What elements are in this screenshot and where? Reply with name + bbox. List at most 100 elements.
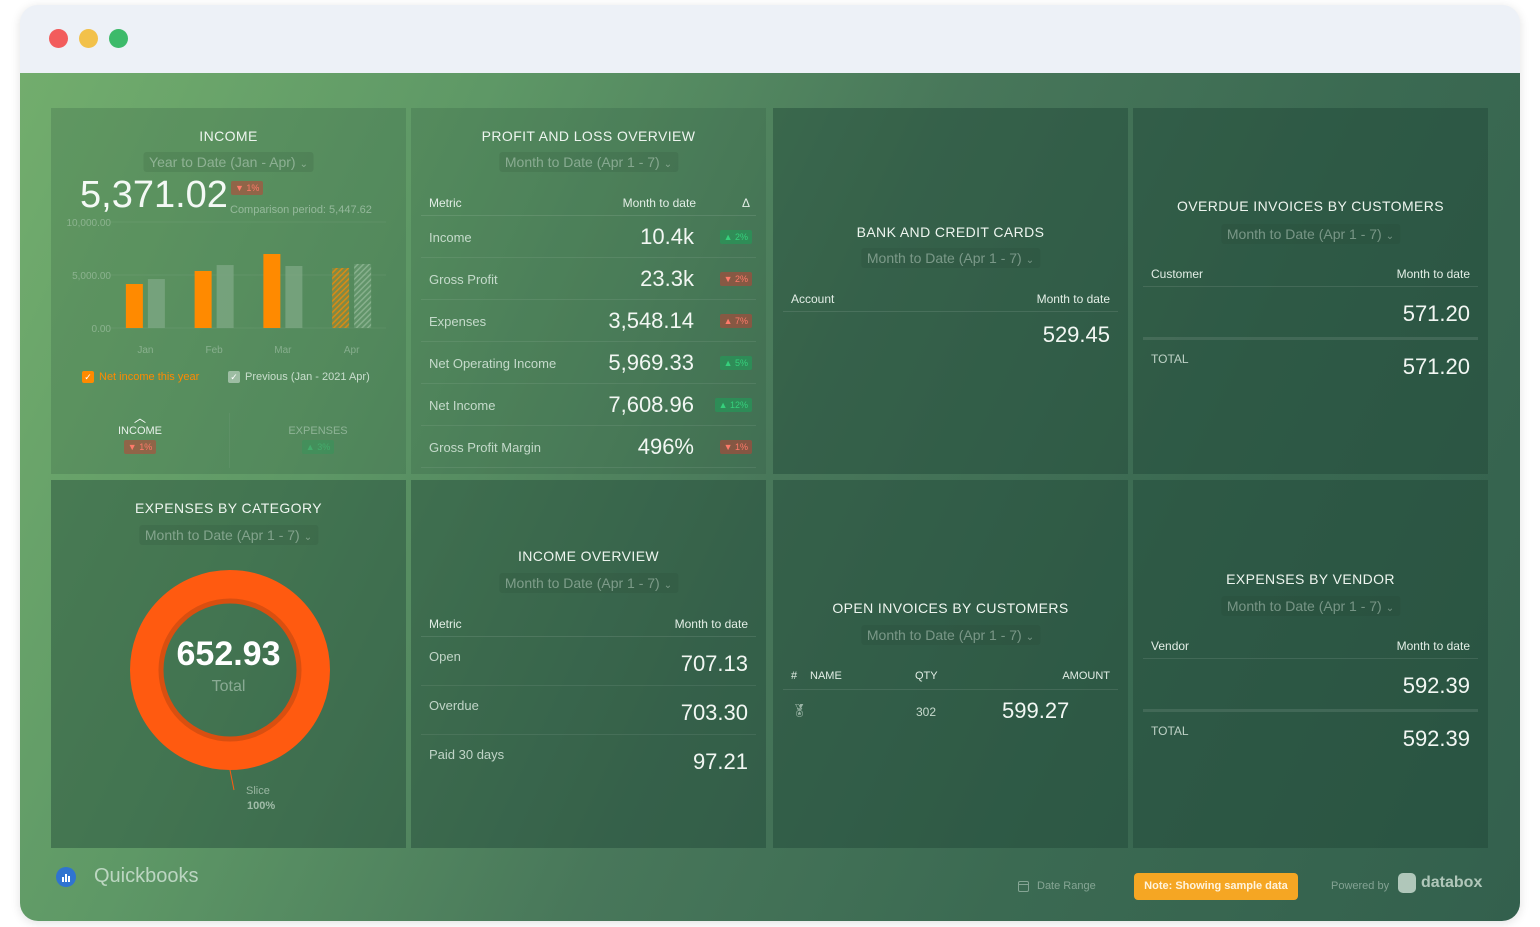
powered-by-label: Powered by: [1331, 880, 1390, 892]
donut-slice[interactable]: [130, 570, 330, 770]
quickbooks-icon: [56, 866, 76, 887]
legend-previous[interactable]: ✓ Previous (Jan - 2021 Apr): [228, 371, 370, 383]
income-bar-chart: 0.00 5,000.00 10,000.00 Jan Feb Mar Apr: [67, 218, 386, 356]
date-range-label: Month to Date (Apr 1 - 7): [866, 250, 1022, 266]
legend-previous-label: Previous (Jan - 2021 Apr): [245, 371, 370, 383]
x-tick-label: Mar: [274, 345, 292, 356]
income-title: INCOME: [199, 128, 258, 144]
income-overview-panel[interactable]: INCOME OVERVIEW Month to Date (Apr 1 - 7…: [411, 480, 766, 848]
bank-cards-panel[interactable]: BANK AND CREDIT CARDS Month to Date (Apr…: [773, 108, 1128, 474]
expenses-vendor-panel[interactable]: EXPENSES BY VENDOR Month to Date (Apr 1 …: [1133, 480, 1488, 848]
metric-label: Expenses: [429, 314, 487, 329]
col-name: NAME: [810, 670, 842, 682]
table-row[interactable]: Open 707.13: [421, 637, 756, 686]
comparison-text: Comparison period: 5,447.62: [230, 204, 372, 216]
table-row[interactable]: Expenses 3,548.14 ▲ 7%: [421, 300, 756, 342]
tab-expenses[interactable]: EXPENSES ▲ 3%: [229, 413, 406, 468]
bank-date-dropdown[interactable]: Month to Date (Apr 1 - 7) ⌄: [860, 248, 1041, 268]
col-month-to-date: Month to date: [1036, 292, 1110, 306]
date-range-label: Month to Date (Apr 1 - 7): [1226, 226, 1382, 242]
legend-current[interactable]: ✓ Net income this year: [82, 371, 199, 383]
income-panel[interactable]: INCOME Year to Date (Jan - Apr) ⌄ 5,371.0…: [51, 108, 406, 474]
chevron-down-icon: ⌄: [1385, 231, 1395, 242]
close-window-button[interactable]: [49, 29, 68, 48]
maximize-window-button[interactable]: [109, 29, 128, 48]
bar-previous-mar[interactable]: [285, 265, 303, 328]
expenses-donut-chart: [130, 570, 330, 791]
income-overview-title: INCOME OVERVIEW: [517, 548, 660, 564]
date-range-label: Month to Date (Apr 1 - 7): [866, 627, 1022, 643]
table-row[interactable]: Overdue 703.30: [421, 686, 756, 735]
date-range-label: Month to Date (Apr 1 - 7): [504, 154, 660, 170]
income-date-dropdown[interactable]: Year to Date (Jan - Apr) ⌄: [143, 152, 314, 172]
expenses-category-date-dropdown[interactable]: Month to Date (Apr 1 - 7) ⌄: [138, 525, 319, 545]
profit-loss-panel[interactable]: PROFIT AND LOSS OVERVIEW Month to Date (…: [411, 108, 766, 474]
expenses-category-panel[interactable]: EXPENSES BY CATEGORY Month to Date (Apr …: [51, 480, 406, 848]
bar-previous-feb[interactable]: [216, 265, 234, 328]
legend-current-label: Net income this year: [99, 371, 200, 383]
overdue-date-dropdown[interactable]: Month to Date (Apr 1 - 7) ⌄: [1220, 224, 1401, 244]
chevron-down-icon: ⌄: [663, 580, 673, 591]
col-metric: Metric: [429, 196, 462, 210]
bar-previous-jan[interactable]: [147, 279, 165, 328]
table-row[interactable]: 529.45: [783, 314, 1118, 358]
open-invoices-date-dropdown[interactable]: Month to Date (Apr 1 - 7) ⌄: [860, 625, 1041, 645]
table-row[interactable]: Paid 30 days 97.21: [421, 735, 756, 784]
table-row[interactable]: Net Operating Income 5,969.33 ▲ 5%: [421, 342, 756, 384]
bar-current-mar[interactable]: [263, 254, 281, 328]
table-row[interactable]: Income 10.4k ▲ 2%: [421, 216, 756, 258]
bar-current-apr[interactable]: [332, 268, 350, 328]
open-invoices-panel[interactable]: OPEN INVOICES BY CUSTOMERS Month to Date…: [773, 480, 1128, 848]
change-badge: ▼ 1%: [719, 440, 752, 454]
tab-income[interactable]: ︿ INCOME ▼ 1%: [51, 412, 229, 468]
slice-label: Slice: [246, 785, 270, 797]
tab-expenses-change: ▲ 3%: [301, 440, 335, 454]
databox-logo-link[interactable]: databox: [1398, 873, 1482, 893]
expenses-category-title: EXPENSES BY CATEGORY: [135, 500, 322, 516]
bar-current-feb[interactable]: [194, 270, 212, 328]
total-divider: [1143, 709, 1478, 712]
total-value: 571.20: [1402, 354, 1470, 379]
change-badge: ▼ 2%: [719, 272, 752, 286]
total-divider: [1143, 337, 1478, 340]
overdue-invoices-panel[interactable]: OVERDUE INVOICES BY CUSTOMERS Month to D…: [1133, 108, 1488, 474]
metric-value: 10.4k: [640, 224, 694, 249]
col-metric: Metric: [429, 617, 462, 631]
total-label: TOTAL: [1151, 352, 1189, 366]
browser-window: INCOME Year to Date (Jan - Apr) ⌄ 5,371.0…: [20, 5, 1520, 921]
col-month-to-date: Month to date: [1396, 639, 1470, 653]
chevron-down-icon: ⌄: [1385, 603, 1395, 614]
table-row[interactable]: 592.39: [1143, 661, 1478, 707]
metric-value: 97.21: [692, 749, 748, 774]
expenses-vendor-date-dropdown[interactable]: Month to Date (Apr 1 - 7) ⌄: [1220, 596, 1401, 616]
date-range-label: Year to Date (Jan - Apr): [149, 154, 296, 170]
table-row[interactable]: 🏅︎ 302 599.27: [783, 692, 1118, 732]
title-bar: [20, 5, 1520, 73]
metric-value: 3,548.14: [608, 308, 694, 333]
metric-value: 5,969.33: [608, 350, 694, 375]
account-value: 529.45: [1042, 322, 1110, 347]
table-row[interactable]: Net Income 7,608.96 ▲ 12%: [421, 384, 756, 426]
table-row[interactable]: Gross Profit Margin 496% ▼ 1%: [421, 426, 756, 468]
income-overview-date-dropdown[interactable]: Month to Date (Apr 1 - 7) ⌄: [498, 573, 679, 593]
pnl-date-dropdown[interactable]: Month to Date (Apr 1 - 7) ⌄: [498, 152, 679, 172]
x-tick-label: Feb: [206, 345, 224, 356]
bar-previous-apr[interactable]: [354, 263, 372, 328]
date-range-label: Month to Date (Apr 1 - 7): [144, 527, 300, 543]
table-row[interactable]: Gross Profit 23.3k ▼ 2%: [421, 258, 756, 300]
metric-label: Net Income: [429, 398, 496, 413]
y-tick-label: 0.00: [92, 324, 112, 335]
bar-current-jan[interactable]: [125, 284, 143, 328]
metric-value: 707.13: [680, 651, 748, 676]
col-amount: AMOUNT: [1062, 670, 1110, 682]
date-range-button[interactable]: Date Range: [1018, 880, 1096, 892]
y-tick-label: 5,000.00: [72, 271, 111, 282]
pnl-title: PROFIT AND LOSS OVERVIEW: [481, 128, 696, 144]
minimize-window-button[interactable]: [79, 29, 98, 48]
open-invoices-title: OPEN INVOICES BY CUSTOMERS: [832, 600, 1069, 616]
metric-label: Open: [429, 649, 461, 664]
sample-data-note: Note: Showing sample data: [1134, 873, 1298, 900]
col-qty: QTY: [915, 670, 938, 682]
overdue-title: OVERDUE INVOICES BY CUSTOMERS: [1176, 198, 1445, 214]
table-row[interactable]: 571.20: [1143, 289, 1478, 335]
